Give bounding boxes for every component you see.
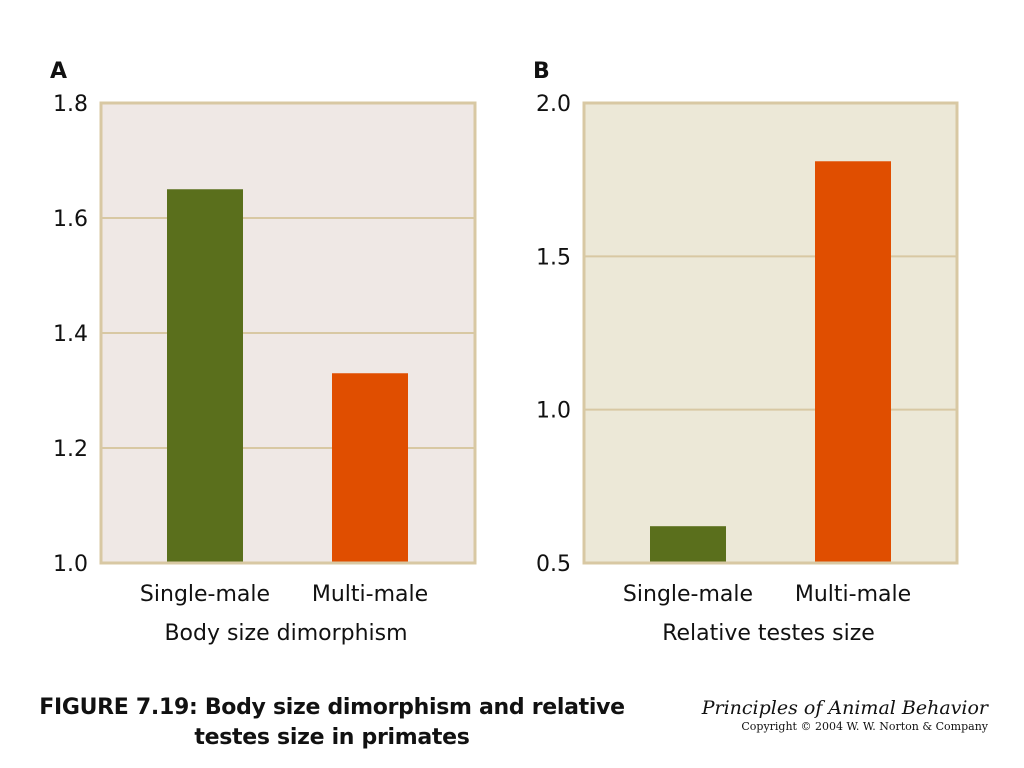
- figure-caption-line-1: FIGURE 7.19: Body size dimorphism and re…: [39, 695, 625, 720]
- bar-multi-male: [815, 161, 891, 563]
- panel-letter: A: [50, 59, 67, 84]
- panel-letter: B: [533, 59, 550, 84]
- bar-single-male: [650, 526, 726, 563]
- chart-panel-b: 0.5 1.0 1.5 2.0 Single-male Multi-male B Relati…: [533, 59, 959, 646]
- y-tick-label: 1.2: [53, 437, 88, 462]
- plot-frame: [99, 101, 477, 565]
- y-tick-label: 1.0: [536, 399, 571, 424]
- book-title: Principles of Animal Behavior: [701, 697, 988, 719]
- y-tick-label: 1.0: [53, 552, 88, 577]
- x-category-label: Single-male: [140, 582, 270, 607]
- figure-caption: FIGURE 7.19: Body size dimorphism and re…: [32, 693, 632, 753]
- copyright-notice: Copyright © 2004 W. W. Norton & Company: [741, 720, 988, 733]
- y-tick-label: 1.5: [536, 245, 571, 270]
- x-category-label: Multi-male: [312, 582, 428, 607]
- y-tick-label: 2.0: [536, 92, 571, 117]
- y-tick-label: 1.6: [53, 207, 88, 232]
- x-category-label: Single-male: [623, 582, 753, 607]
- bar-single-male: [167, 189, 243, 563]
- x-axis-title: Relative testes size: [662, 621, 875, 646]
- y-tick-label: 0.5: [536, 552, 571, 577]
- y-tick-label: 1.8: [53, 92, 88, 117]
- figure-caption-line-2: testes size in primates: [194, 725, 470, 750]
- plot-background: [584, 103, 957, 563]
- bar-multi-male: [332, 373, 408, 563]
- y-tick-label: 1.4: [53, 322, 88, 347]
- plot-frame: [582, 101, 959, 565]
- chart-panel-a: 1.0 1.2 1.4 1.6 1.8 Single-male Multi-male A Bod…: [50, 59, 477, 646]
- x-category-label: Multi-male: [795, 582, 911, 607]
- x-axis-title: Body size dimorphism: [164, 621, 407, 646]
